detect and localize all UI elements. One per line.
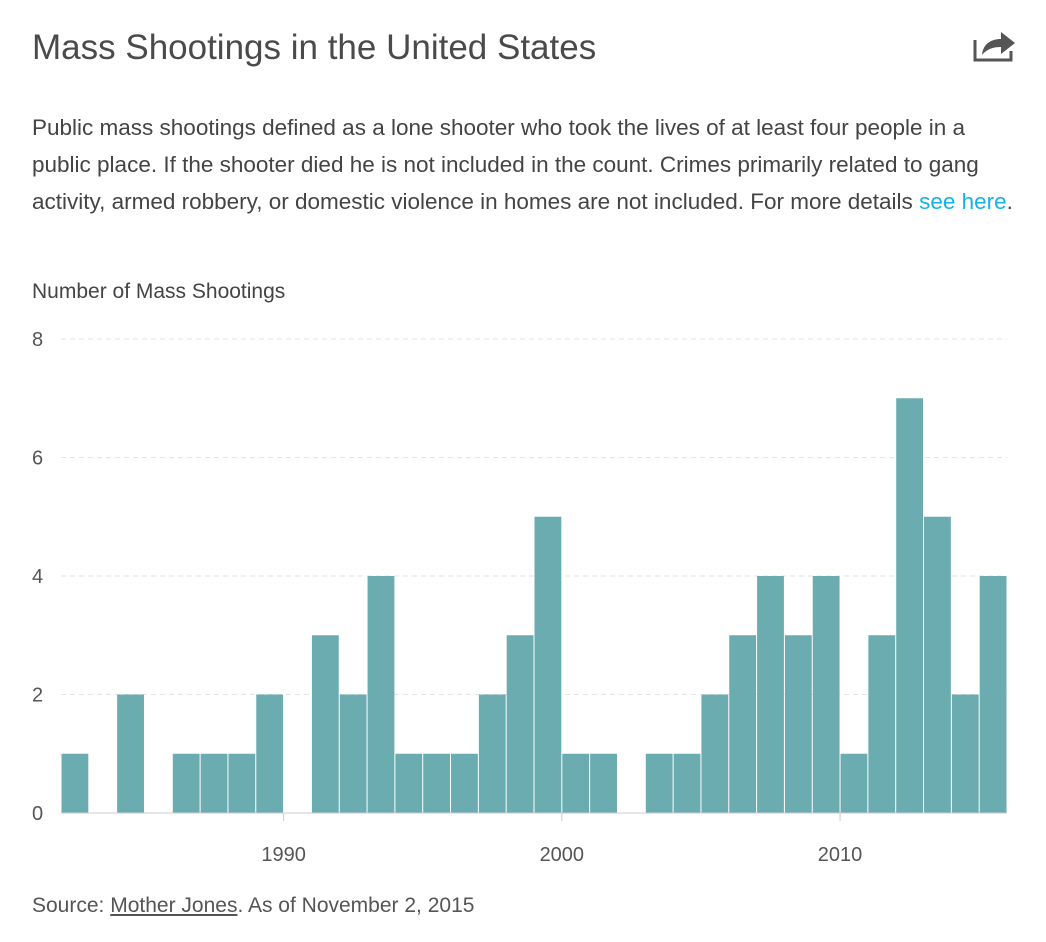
bar-2003[interactable] [645, 753, 673, 813]
bar-1999[interactable] [534, 516, 562, 813]
bar-2008[interactable] [784, 635, 812, 813]
share-icon [973, 32, 1015, 62]
description-text: Public mass shootings defined as a lone … [32, 115, 979, 214]
bar-2004[interactable] [673, 753, 701, 813]
x-tick-label: 2010 [818, 844, 863, 866]
share-button[interactable] [970, 26, 1018, 66]
source-suffix: . As of November 2, 2015 [237, 894, 475, 917]
y-tick-label: 2 [32, 685, 43, 707]
y-tick-label: 0 [32, 803, 43, 825]
bar-2000[interactable] [562, 753, 590, 813]
see-here-link[interactable]: see here [919, 189, 1007, 214]
bar-1992[interactable] [339, 694, 367, 814]
bar-2005[interactable] [701, 694, 729, 814]
x-tick-label: 1990 [261, 844, 306, 866]
bar-1995[interactable] [423, 753, 451, 813]
bar-1994[interactable] [395, 753, 423, 813]
bar-2001[interactable] [590, 753, 617, 813]
chart-description: Public mass shootings defined as a lone … [32, 109, 1022, 220]
bar-2007[interactable] [757, 576, 784, 813]
bar-chart: 0 2 4 6 8 1990 2000 2010 [32, 329, 1007, 866]
source-line: Source: Mother Jones. As of November 2, … [32, 894, 474, 918]
bar-2009[interactable] [812, 576, 840, 813]
bar-2012[interactable] [896, 398, 924, 813]
y-axis-label: Number of Mass Shootings [32, 280, 286, 303]
bar-1996[interactable] [451, 753, 478, 813]
chart-title: Mass Shootings in the United States [32, 28, 597, 67]
mother-jones-link[interactable]: Mother Jones [110, 894, 238, 917]
bar-1989[interactable] [256, 694, 284, 814]
bar-1987[interactable] [200, 753, 228, 813]
bar-2011[interactable] [868, 635, 896, 813]
y-tick-label: 6 [32, 448, 43, 470]
bar-2014[interactable] [951, 694, 979, 814]
description-suffix: . [1006, 189, 1013, 214]
x-tick-label: 2000 [540, 844, 585, 866]
bar-1988[interactable] [228, 753, 256, 813]
bar-2010[interactable] [840, 753, 868, 813]
bar-2013[interactable] [924, 516, 951, 813]
bar-1991[interactable] [311, 635, 339, 813]
bar-1986[interactable] [172, 753, 200, 813]
bar-1984[interactable] [117, 694, 144, 814]
bar-1993[interactable] [367, 576, 395, 813]
bar-2015[interactable] [979, 576, 1007, 813]
y-tick-label: 4 [32, 566, 43, 588]
bar-1997[interactable] [478, 694, 506, 814]
bar-2006[interactable] [729, 635, 757, 813]
y-tick-label: 8 [32, 329, 43, 351]
bar-1982[interactable] [61, 753, 89, 813]
source-prefix: Source: [32, 894, 111, 917]
bar-1998[interactable] [506, 635, 534, 813]
